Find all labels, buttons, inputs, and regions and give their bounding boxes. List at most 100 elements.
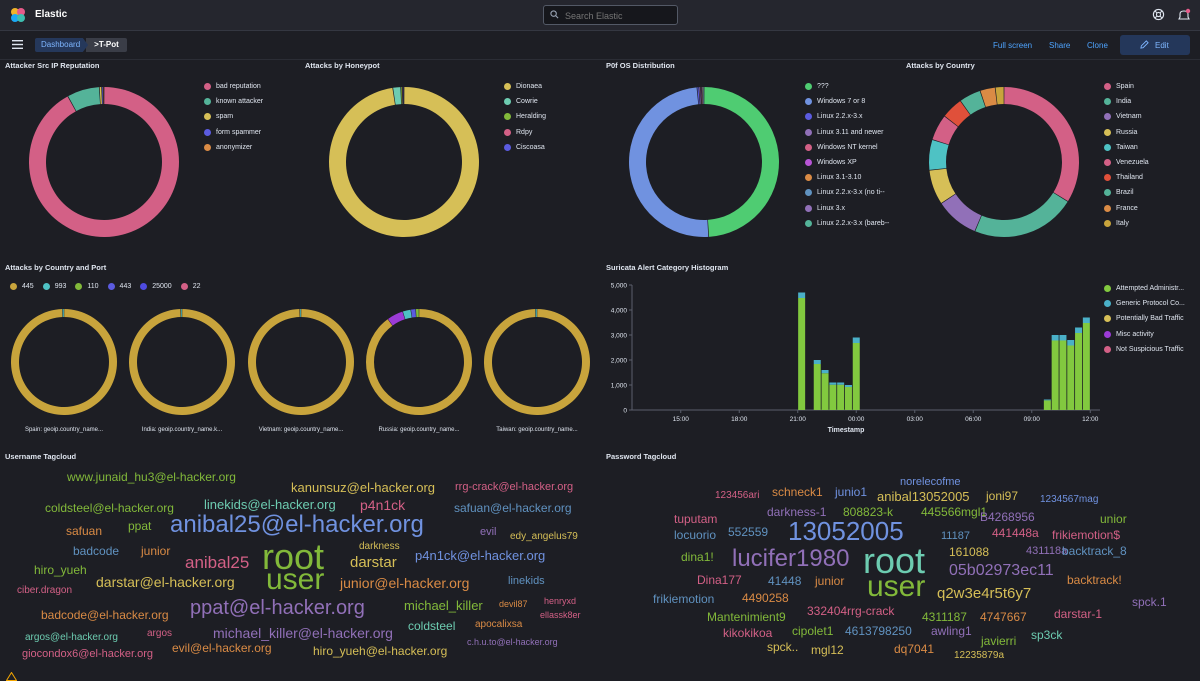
- country-port-2-slice-1[interactable]: [299, 309, 301, 318]
- username-tag[interactable]: badcode@el-hacker.org: [41, 608, 169, 622]
- p0f-legend-item[interactable]: ???: [805, 79, 889, 94]
- donut0-slice-0[interactable]: [29, 87, 179, 237]
- username-tag[interactable]: rrg-crack@el-hacker.org: [455, 481, 574, 493]
- donut2-slice-5[interactable]: [701, 87, 703, 105]
- username-tag[interactable]: anibal25: [185, 553, 250, 572]
- password-tag[interactable]: 441448a: [992, 526, 1039, 540]
- p0f-legend-item[interactable]: Linux 2.2.x-3.x: [805, 109, 889, 124]
- histogram-bar-segment[interactable]: [798, 292, 806, 299]
- username-tag[interactable]: darstar: [350, 554, 397, 571]
- password-tag[interactable]: 4311187: [922, 610, 967, 624]
- username-tag[interactable]: user: [266, 563, 325, 596]
- donut0-slice-3[interactable]: [102, 87, 103, 105]
- password-tag[interactable]: 123456ari: [715, 490, 760, 501]
- country-port-1-slice-1[interactable]: [180, 309, 182, 318]
- username-tag[interactable]: safuan@el-hacker.org: [454, 501, 572, 515]
- help-icon[interactable]: [1152, 8, 1165, 21]
- password-tag[interactable]: kikokikoa: [723, 626, 773, 640]
- histogram-bar-segment[interactable]: [837, 382, 845, 385]
- donut2-slice-4[interactable]: [700, 87, 702, 105]
- share-link[interactable]: Share: [1049, 41, 1071, 50]
- password-tag[interactable]: Dina177: [697, 573, 742, 587]
- reputation-legend-item[interactable]: spam: [204, 109, 263, 124]
- password-tag[interactable]: mgl12: [811, 643, 844, 657]
- donut3-slice-0[interactable]: [1004, 87, 1079, 202]
- histogram-bar[interactable]: [1043, 400, 1051, 410]
- username-tag[interactable]: evil@el-hacker.org: [172, 641, 272, 655]
- country-port-legend-item[interactable]: 445: [10, 283, 34, 290]
- password-tag[interactable]: unior: [1100, 512, 1127, 526]
- password-tag[interactable]: frikiemotion$: [1052, 528, 1121, 542]
- elastic-logo-icon[interactable]: [10, 7, 26, 23]
- username-tag[interactable]: darkness: [359, 541, 400, 552]
- donut2-slice-2[interactable]: [697, 87, 700, 105]
- histogram-bar-segment[interactable]: [844, 385, 852, 387]
- password-tag[interactable]: anibal13052005: [877, 489, 970, 504]
- password-tag[interactable]: junio1: [835, 485, 868, 499]
- search-box[interactable]: [543, 5, 678, 25]
- p0f-legend-item[interactable]: Linux 3.1-3.10: [805, 170, 889, 185]
- country-legend-item[interactable]: Taiwan: [1104, 140, 1149, 155]
- username-tag[interactable]: p4n1ck@el-hacker.org: [415, 548, 546, 563]
- password-tag[interactable]: user: [867, 570, 926, 603]
- username-tag[interactable]: hiro_yueh: [34, 563, 87, 577]
- search-input[interactable]: [563, 7, 675, 24]
- histogram-bar[interactable]: [1059, 340, 1067, 411]
- password-tag[interactable]: 13052005: [788, 516, 904, 546]
- password-tag[interactable]: frikiemotion: [653, 592, 715, 606]
- histogram-bar[interactable]: [852, 343, 860, 410]
- password-tag[interactable]: q2w3e4r5t6y7: [937, 585, 1032, 602]
- country-port-3-slice-0[interactable]: [366, 309, 473, 415]
- app-title[interactable]: Elastic: [35, 9, 68, 20]
- password-tag[interactable]: sp3ck: [1031, 628, 1063, 642]
- username-tag[interactable]: p4n1ck: [360, 497, 406, 513]
- breadcrumb-dashboard[interactable]: Dashboard: [35, 38, 89, 52]
- username-tag[interactable]: junior: [141, 544, 171, 558]
- country-legend-item[interactable]: India: [1104, 94, 1149, 109]
- news-icon[interactable]: [1177, 8, 1191, 22]
- password-tag[interactable]: 12235879a: [954, 650, 1005, 661]
- histogram-bar-segment[interactable]: [1051, 335, 1059, 341]
- country-legend-item[interactable]: Venezuela: [1104, 155, 1149, 170]
- password-tag[interactable]: dina1!: [681, 550, 714, 564]
- honeypot-legend-item[interactable]: Heralding: [504, 109, 546, 124]
- password-tag[interactable]: 41448: [768, 574, 802, 588]
- country-port-1-slice-0[interactable]: [128, 309, 235, 415]
- donut3-slice-3[interactable]: [929, 168, 956, 203]
- username-tag[interactable]: root: [262, 536, 325, 577]
- p0f-legend-item[interactable]: Linux 3.x: [805, 201, 889, 216]
- password-tag[interactable]: 808823-k: [843, 505, 894, 519]
- country-port-3-slice-3[interactable]: [410, 309, 416, 318]
- histogram-bar[interactable]: [1067, 345, 1075, 411]
- username-tag[interactable]: ciber.dragon: [17, 585, 73, 596]
- username-tag[interactable]: apocalixsa: [475, 619, 523, 630]
- donut2-slice-3[interactable]: [699, 87, 701, 105]
- password-tag[interactable]: awling1: [931, 624, 972, 638]
- username-tag[interactable]: evil: [480, 526, 497, 538]
- username-tag[interactable]: michael_killer: [404, 598, 483, 613]
- full-screen-link[interactable]: Full screen: [993, 41, 1033, 50]
- username-tag[interactable]: argos: [147, 628, 173, 639]
- histogram-bar[interactable]: [1082, 323, 1090, 410]
- password-tag[interactable]: cipolet1: [792, 624, 834, 638]
- histogram-bar-segment[interactable]: [821, 370, 829, 374]
- histogram-bar[interactable]: [798, 298, 806, 410]
- donut3-slice-1[interactable]: [975, 192, 1068, 237]
- histogram-bar[interactable]: [837, 384, 845, 410]
- p0f-legend-item[interactable]: Linux 2.2.x-3.x (bareb--: [805, 216, 889, 231]
- edit-button[interactable]: Edit: [1120, 35, 1190, 55]
- country-port-0-slice-0[interactable]: [10, 309, 118, 415]
- password-tag[interactable]: B4268956: [980, 510, 1035, 524]
- menu-icon[interactable]: [12, 40, 23, 49]
- country-port-3-slice-2[interactable]: [402, 309, 412, 320]
- password-tag[interactable]: 332404rrg-crack: [807, 604, 895, 618]
- donut3-slice-4[interactable]: [929, 140, 949, 170]
- password-tag[interactable]: 161088: [949, 545, 990, 559]
- password-tag[interactable]: backtrack!: [1067, 573, 1122, 587]
- password-tag[interactable]: backtrack_8: [1062, 544, 1127, 558]
- password-tag[interactable]: 4747667: [980, 610, 1027, 624]
- password-tag[interactable]: darkness-1: [767, 505, 827, 519]
- donut1-slice-1[interactable]: [393, 87, 402, 105]
- password-tag[interactable]: spck.1: [1132, 595, 1167, 609]
- username-tag[interactable]: coldsteel: [408, 619, 456, 633]
